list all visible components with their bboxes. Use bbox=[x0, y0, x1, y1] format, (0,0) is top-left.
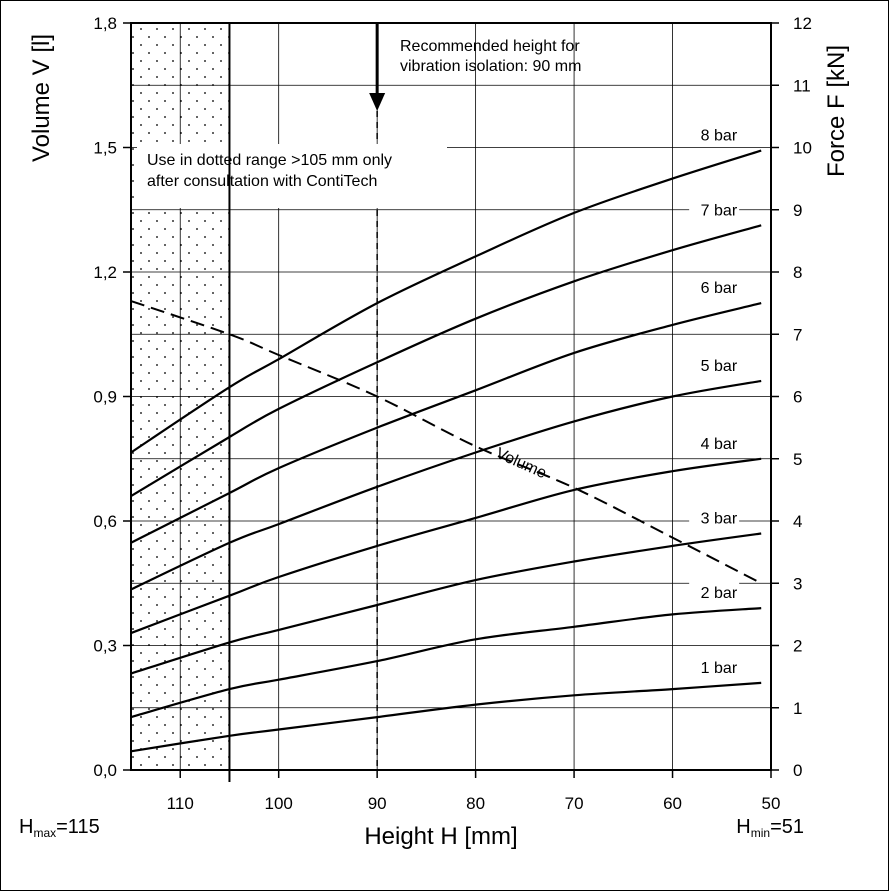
x-tick-label: 100 bbox=[265, 794, 293, 813]
right-tick-label: 7 bbox=[793, 325, 802, 344]
right-tick-label: 6 bbox=[793, 388, 802, 407]
x-axis-title: Height H [mm] bbox=[364, 823, 517, 850]
curve-label-background bbox=[689, 582, 740, 603]
force-curve-3-bar bbox=[130, 532, 762, 675]
right-tick-label: 3 bbox=[793, 574, 802, 593]
volume-curve-label: Volume bbox=[493, 445, 549, 482]
right-tick-label: 2 bbox=[793, 637, 802, 656]
right-tick-label: 9 bbox=[793, 201, 802, 220]
force-curve-7-bar bbox=[130, 224, 762, 498]
left-tick-label: 0,3 bbox=[93, 637, 117, 656]
x-tick-label: 90 bbox=[368, 794, 387, 813]
hmax-label: Hmax=115 bbox=[19, 816, 100, 840]
curve-label: 5 bar bbox=[701, 358, 738, 375]
curve-label: 6 bar bbox=[701, 280, 738, 297]
dotted-note-background bbox=[137, 144, 447, 208]
x-tick-label: 60 bbox=[663, 794, 682, 813]
curve-label: 7 bar bbox=[701, 202, 738, 219]
recommended-arrow-head bbox=[369, 93, 386, 111]
x-tick-label: 110 bbox=[167, 794, 194, 813]
right-tick-label: 8 bbox=[793, 263, 802, 282]
right-axis-title: Force F [kN] bbox=[823, 45, 850, 177]
recommended-note-line: vibration isolation: 90 mm bbox=[400, 58, 581, 75]
left-tick-label: 1,8 bbox=[93, 14, 117, 33]
volume-curve bbox=[130, 300, 762, 585]
force-curve-8-bar bbox=[130, 149, 762, 454]
left-tick-label: 0,0 bbox=[93, 761, 117, 780]
force-curve-4-bar bbox=[130, 457, 762, 635]
force-curve-2-bar bbox=[130, 607, 762, 719]
right-tick-label: 10 bbox=[793, 139, 812, 158]
right-tick-label: 5 bbox=[793, 450, 802, 469]
right-tick-label: 1 bbox=[793, 699, 802, 718]
left-tick-label: 0,9 bbox=[93, 388, 117, 407]
curve-label: 4 bar bbox=[701, 436, 738, 453]
dotted-note-line: Use in dotted range >105 mm only bbox=[147, 152, 392, 169]
dotted-note-line: after consultation with ContiTech bbox=[147, 173, 377, 190]
right-tick-label: 11 bbox=[793, 76, 811, 95]
force-curve-1-bar bbox=[130, 681, 762, 753]
curve-label-background bbox=[689, 277, 740, 298]
curve-label-background bbox=[689, 507, 740, 528]
left-tick-label: 1,2 bbox=[93, 263, 117, 282]
left-tick-label: 1,5 bbox=[93, 139, 117, 158]
left-axis-title: Volume V [l] bbox=[28, 34, 55, 162]
curve-label-background bbox=[689, 199, 740, 220]
curve-label-background bbox=[689, 656, 740, 677]
force-curve-6-bar bbox=[130, 302, 762, 544]
left-tick-label: 0,6 bbox=[93, 512, 117, 531]
curve-label-background bbox=[689, 124, 740, 145]
curve-label: 2 bar bbox=[701, 585, 738, 602]
curve-label-background bbox=[689, 354, 740, 375]
x-tick-label: 70 bbox=[565, 794, 584, 813]
curve-label: 3 bar bbox=[701, 510, 738, 527]
force-curve-5-bar bbox=[130, 379, 762, 591]
curve-label: 1 bar bbox=[701, 660, 738, 677]
curve-label: 8 bar bbox=[701, 128, 738, 145]
hmin-label: Hmin=51 bbox=[736, 816, 804, 840]
right-tick-label: 4 bbox=[793, 512, 802, 531]
curve-label-background bbox=[689, 432, 740, 453]
x-tick-label: 80 bbox=[466, 794, 485, 813]
x-tick-label: 50 bbox=[762, 794, 781, 813]
right-tick-label: 12 bbox=[793, 14, 812, 33]
recommended-note-line: Recommended height for bbox=[400, 38, 580, 55]
right-tick-label: 0 bbox=[793, 761, 802, 780]
